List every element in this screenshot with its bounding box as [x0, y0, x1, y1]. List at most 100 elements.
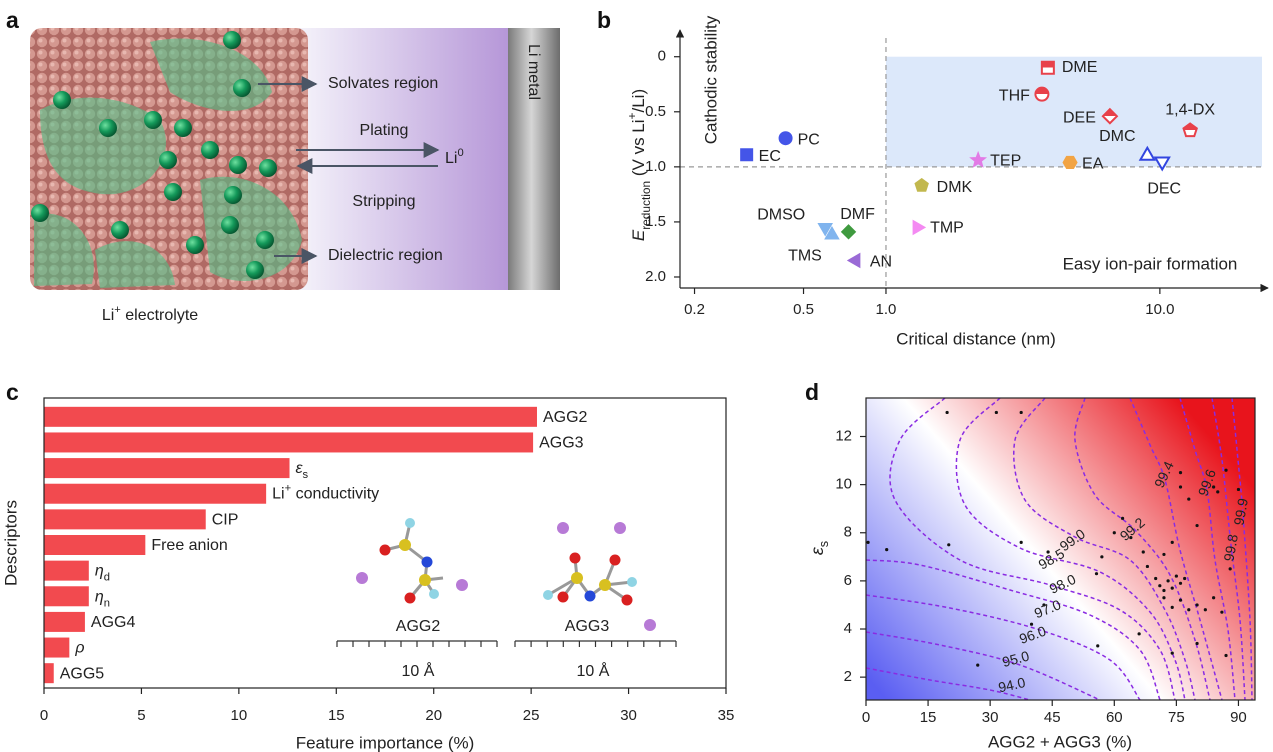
sample-point	[1174, 574, 1178, 578]
sample-point	[1158, 584, 1162, 588]
contour-line	[866, 559, 1161, 700]
sample-point	[1019, 410, 1023, 415]
sample-point	[1046, 550, 1050, 554]
li-ions	[31, 31, 277, 279]
contour-line	[866, 631, 1101, 700]
sample-point	[1170, 651, 1174, 655]
sample-point	[1154, 576, 1158, 581]
contour-label: 99.8	[1220, 533, 1241, 563]
sample-point	[1112, 531, 1116, 535]
x-tick-label: 0	[40, 707, 48, 724]
category-label: AGG4	[91, 614, 136, 631]
sample-point	[1212, 485, 1216, 489]
contour-line	[866, 594, 1141, 700]
sample-point	[1129, 535, 1133, 540]
sample-point	[1178, 485, 1183, 489]
text-run: reduction	[639, 181, 653, 230]
bar	[44, 535, 146, 555]
point-label: PC	[798, 131, 820, 148]
inset-label: AGG2	[396, 618, 441, 635]
label: Plating	[360, 122, 409, 139]
sample-point	[885, 548, 889, 552]
contour-line	[1129, 398, 1223, 700]
point-label: DMK	[937, 179, 973, 196]
contour-label: 95.0	[1000, 647, 1031, 670]
sample-point	[1195, 523, 1199, 528]
sample-point	[1220, 610, 1224, 614]
point	[1101, 107, 1119, 125]
point-label: EA	[1082, 156, 1104, 173]
heatmap	[866, 398, 1255, 700]
sample-point	[976, 663, 980, 667]
bar	[44, 483, 267, 504]
panel-letter: c	[6, 379, 19, 405]
label: Dielectric region	[328, 247, 443, 264]
sample-point	[1120, 516, 1125, 520]
y-tick-label: 6	[844, 572, 852, 589]
x-tick-label: 10.0	[1145, 301, 1174, 318]
sample-point	[1178, 598, 1183, 602]
bar	[44, 637, 70, 658]
shaded-region	[885, 56, 1262, 167]
label: Stripping	[352, 193, 415, 210]
label: Li0	[445, 147, 464, 167]
contour-plot	[866, 398, 1255, 700]
y-tick-label: 12	[835, 427, 852, 444]
molecule-agg2	[356, 518, 468, 604]
y-tick-label: 1.0	[645, 158, 666, 175]
point-label: EC	[759, 148, 781, 165]
x-tick-label: 60	[1106, 709, 1123, 726]
y-axis-label: Ereduction (V vs Li+/Li)	[625, 89, 653, 241]
category-label: εs	[296, 460, 309, 481]
sample-point	[1166, 579, 1170, 583]
point-label: DMSO	[757, 207, 805, 224]
contour-line	[1211, 398, 1246, 700]
x-tick-label: 30	[982, 709, 999, 726]
point	[969, 150, 988, 168]
category-label: AGG3	[539, 435, 584, 452]
text-run: ε	[807, 546, 827, 555]
text-run: η	[95, 588, 104, 605]
x-tick-label: 0.2	[684, 301, 705, 318]
x-tick-label: 15	[920, 709, 937, 726]
sample-point	[1187, 608, 1191, 612]
bar	[44, 611, 85, 632]
point	[1138, 145, 1156, 161]
contour-line	[1074, 398, 1211, 700]
x-axis-label: Feature importance (%)	[296, 733, 475, 752]
sample-point	[1203, 608, 1207, 612]
x-tick-label: 1.0	[876, 301, 897, 318]
category-label: ρ	[74, 640, 84, 657]
contour-line	[955, 398, 1186, 700]
sample-point	[1212, 596, 1216, 600]
bar	[44, 406, 537, 427]
point-label: DMC	[1099, 128, 1135, 145]
point-label: DEE	[1063, 109, 1096, 126]
text-run: (V vs Li	[629, 119, 648, 180]
point-label: THF	[999, 87, 1030, 104]
text-run: d	[104, 572, 110, 584]
x-tick-label: 0	[862, 709, 870, 726]
sample-point	[1236, 487, 1241, 492]
sample-point	[866, 540, 870, 544]
category-label: ηn	[95, 588, 110, 609]
label: Li metal	[525, 44, 542, 100]
sample-point	[1162, 588, 1166, 593]
text-run: Li	[102, 307, 114, 324]
y-tick-label: 1.5	[645, 213, 666, 230]
category-label: CIP	[212, 512, 239, 529]
bar	[44, 560, 89, 581]
sample-point	[1224, 653, 1228, 658]
text-run: +	[285, 483, 292, 495]
panel-d: d AGG2 + AGG3 (%) εs 94.095.096.097.098.…	[805, 379, 1256, 751]
text-run: n	[104, 597, 110, 609]
panel-letter: a	[6, 7, 19, 33]
point	[740, 148, 754, 162]
inset-label: AGG3	[565, 618, 610, 635]
y-tick-label: 10	[835, 476, 852, 493]
point-label: AN	[870, 254, 892, 271]
panel-b: b Cathodic stability Easy ion-pair forma…	[597, 7, 1269, 348]
sample-point	[1137, 632, 1141, 636]
text-run: E	[629, 229, 648, 241]
label: Solvates region	[328, 75, 438, 92]
